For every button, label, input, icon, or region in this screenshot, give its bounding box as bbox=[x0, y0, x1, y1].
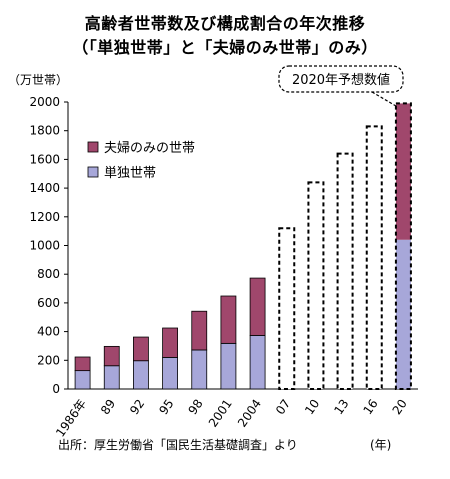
y-tick-label: 400 bbox=[37, 325, 60, 339]
bar-couple-projected bbox=[395, 103, 411, 240]
y-unit-label: （万世帯） bbox=[8, 73, 68, 87]
y-tick-label: 1200 bbox=[29, 210, 60, 224]
x-tick-label: 13 bbox=[331, 397, 351, 418]
callout-bubble bbox=[278, 65, 404, 93]
x-tick-label: 92 bbox=[127, 397, 147, 418]
bar-single-projected bbox=[395, 239, 411, 389]
y-tick-label: 200 bbox=[37, 353, 60, 367]
x-tick-label: 89 bbox=[98, 397, 118, 418]
bar-couple bbox=[191, 310, 208, 351]
y-tick-label: 1600 bbox=[29, 152, 60, 166]
x-tick-label: 10 bbox=[302, 397, 322, 418]
bar-projected bbox=[336, 152, 354, 390]
y-tick-label: 0 bbox=[52, 382, 60, 396]
bar-couple bbox=[74, 356, 91, 372]
x-unit-label: (年) bbox=[370, 438, 392, 452]
x-tick-label: 20 bbox=[390, 397, 410, 418]
x-tick-label: 1986年 bbox=[53, 397, 89, 440]
legend-label-couple: 夫婦のみの世帯 bbox=[104, 140, 195, 156]
bar-single bbox=[162, 357, 178, 390]
y-tick-label: 1000 bbox=[29, 239, 60, 253]
bar-couple bbox=[220, 295, 237, 344]
y-tick-label: 1400 bbox=[29, 181, 60, 195]
chart-subtitle: （「単独世帯」と「夫婦のみ世帯」のみ） bbox=[72, 38, 378, 57]
source-note: 出所：厚生労働省「国民生活基礎調査」より bbox=[58, 438, 298, 452]
legend-swatch-single bbox=[87, 166, 99, 178]
bar-single bbox=[220, 342, 237, 390]
y-tick-label: 2000 bbox=[29, 95, 60, 109]
bar-couple bbox=[162, 327, 178, 358]
bar-single bbox=[249, 335, 266, 390]
y-tick-label: 600 bbox=[37, 296, 60, 310]
bar-single bbox=[103, 365, 120, 390]
x-tick-label: 2004 bbox=[235, 397, 264, 430]
y-tick-label: 800 bbox=[37, 267, 60, 281]
chart-title: 高齢者世帯数及び構成割合の年次推移 bbox=[84, 14, 366, 33]
bar-projected bbox=[278, 227, 296, 390]
callout-pointer bbox=[371, 91, 397, 107]
bar-projected bbox=[365, 125, 383, 391]
x-tick-label: 07 bbox=[273, 397, 293, 418]
bar-couple bbox=[249, 277, 266, 336]
bar-projected bbox=[307, 181, 325, 390]
bar-single bbox=[74, 370, 91, 390]
y-tick-label: 1800 bbox=[29, 124, 60, 138]
bar-single bbox=[191, 349, 208, 390]
callout-text: 2020年予想数値 bbox=[292, 72, 390, 88]
x-tick-label: 16 bbox=[360, 397, 380, 418]
bar-projected-outline bbox=[394, 102, 412, 390]
x-tick-label: 2001 bbox=[206, 397, 235, 430]
legend-label-single: 単独世帯 bbox=[104, 165, 156, 181]
x-tick-label: 98 bbox=[185, 397, 205, 418]
bar-single bbox=[133, 360, 149, 390]
legend-swatch-couple bbox=[87, 141, 99, 153]
x-tick-label: 95 bbox=[156, 397, 176, 418]
bar-couple bbox=[133, 336, 149, 362]
bar-couple bbox=[103, 345, 120, 367]
